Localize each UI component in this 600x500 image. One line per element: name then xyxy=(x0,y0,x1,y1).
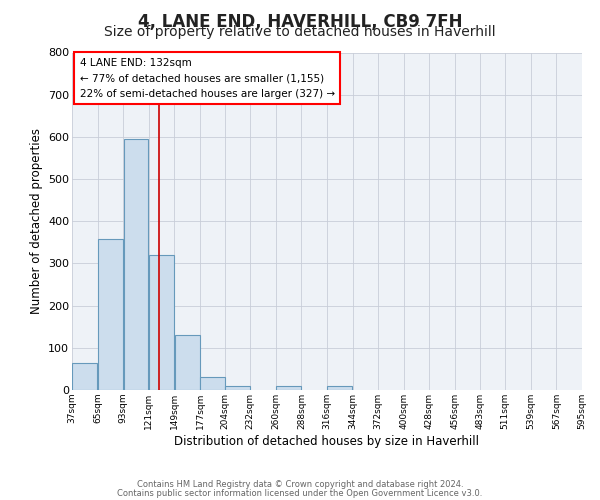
Bar xyxy=(200,378,225,390)
Bar xyxy=(149,255,174,390)
Bar xyxy=(225,386,250,390)
Bar xyxy=(124,139,148,390)
Text: Size of property relative to detached houses in Haverhill: Size of property relative to detached ho… xyxy=(104,25,496,39)
Bar xyxy=(175,335,200,390)
Text: 4, LANE END, HAVERHILL, CB9 7FH: 4, LANE END, HAVERHILL, CB9 7FH xyxy=(138,12,462,30)
Bar xyxy=(276,386,301,390)
Text: 4 LANE END: 132sqm
← 77% of detached houses are smaller (1,155)
22% of semi-deta: 4 LANE END: 132sqm ← 77% of detached hou… xyxy=(80,58,335,99)
Text: Contains HM Land Registry data © Crown copyright and database right 2024.: Contains HM Land Registry data © Crown c… xyxy=(137,480,463,489)
X-axis label: Distribution of detached houses by size in Haverhill: Distribution of detached houses by size … xyxy=(175,434,479,448)
Text: Contains public sector information licensed under the Open Government Licence v3: Contains public sector information licen… xyxy=(118,488,482,498)
Bar xyxy=(73,362,97,390)
Bar xyxy=(98,240,123,390)
Y-axis label: Number of detached properties: Number of detached properties xyxy=(29,128,43,314)
Bar xyxy=(328,386,352,390)
